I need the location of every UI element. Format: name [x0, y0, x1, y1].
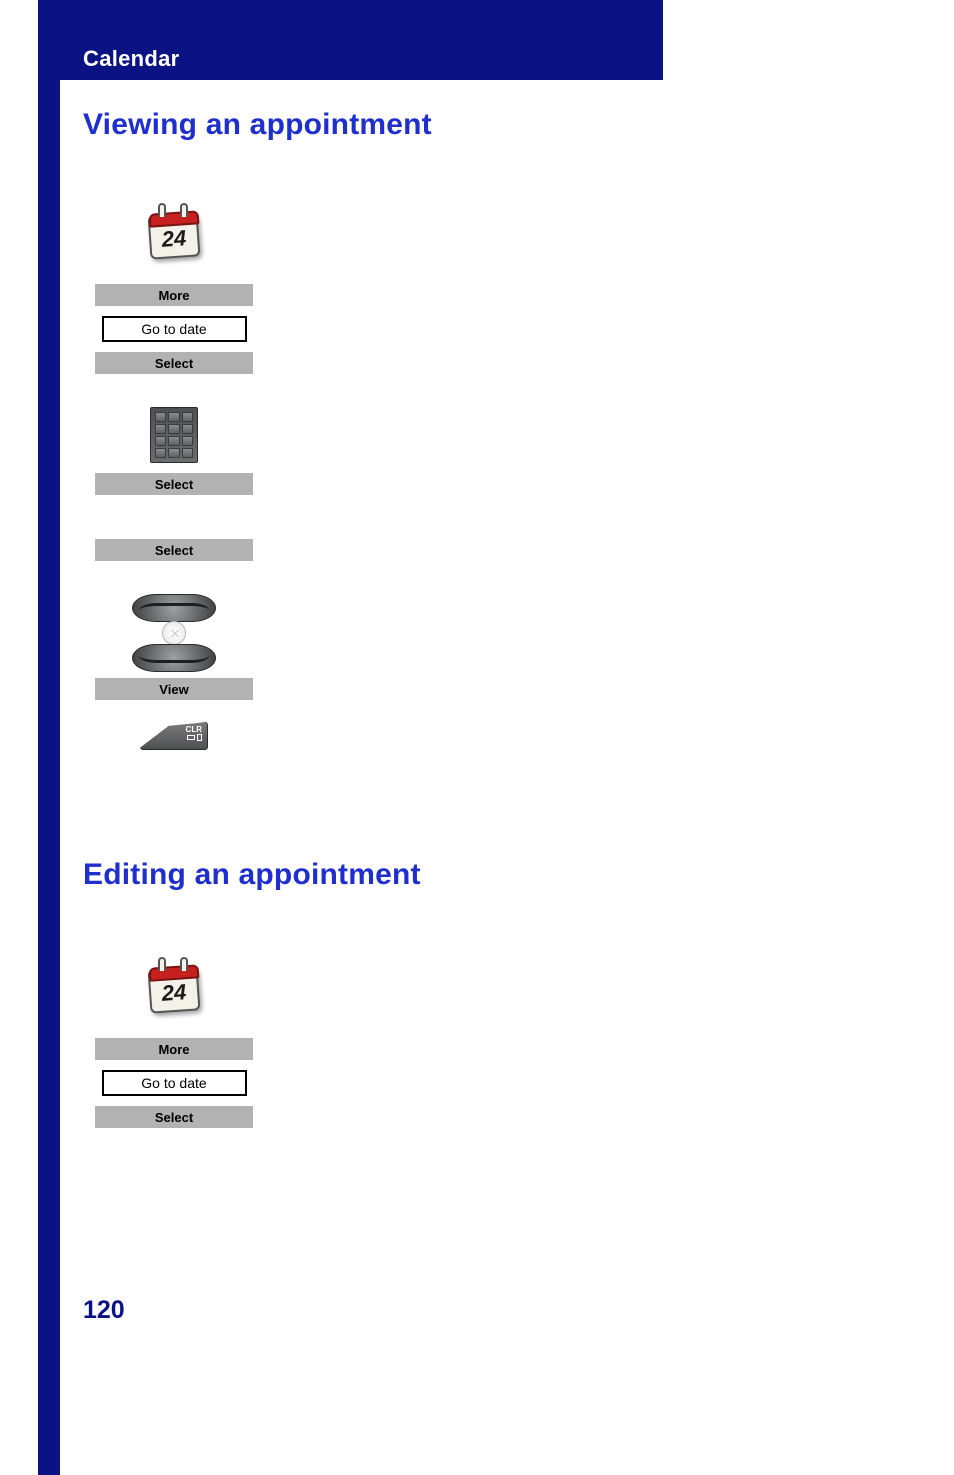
clr-key-icon: CLR — [140, 722, 208, 750]
view-softkey[interactable]: View — [95, 678, 253, 700]
go-to-date-menu-item[interactable]: Go to date — [102, 316, 247, 342]
section-title-editing: Editing an appointment — [83, 858, 421, 892]
more-softkey[interactable]: More — [95, 1038, 253, 1060]
select-softkey[interactable]: Select — [95, 473, 253, 495]
more-softkey[interactable]: More — [95, 284, 253, 306]
left-rail — [38, 0, 60, 1475]
nav-updown-icon — [124, 594, 224, 672]
calendar-icon: 24 — [146, 206, 202, 262]
calendar-day-number: 24 — [145, 978, 203, 1008]
select-softkey[interactable]: Select — [95, 352, 253, 374]
go-to-date-menu-item[interactable]: Go to date — [102, 1070, 247, 1096]
calendar-day-number: 24 — [145, 224, 203, 254]
viewing-steps-column: 24 More Go to date Select Select Select … — [95, 206, 253, 750]
keypad-icon — [150, 407, 198, 463]
section-title-viewing: Viewing an appointment — [83, 108, 432, 142]
header-section-label: Calendar — [83, 46, 180, 72]
editing-steps-column: 24 More Go to date Select — [95, 960, 253, 1128]
select-softkey[interactable]: Select — [95, 539, 253, 561]
clr-key-label: CLR — [186, 725, 202, 734]
page-number: 120 — [83, 1296, 125, 1325]
calendar-icon: 24 — [146, 960, 202, 1016]
select-softkey[interactable]: Select — [95, 1106, 253, 1128]
